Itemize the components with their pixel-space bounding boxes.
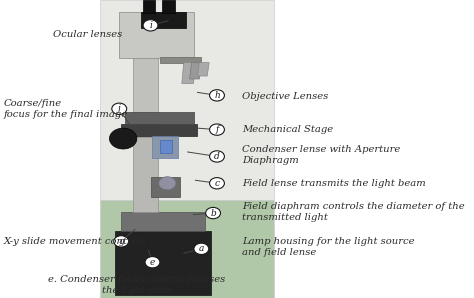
Bar [115, 231, 211, 295]
Text: Field lense transmits the light beam: Field lense transmits the light beam [242, 179, 426, 188]
Bar [153, 136, 178, 158]
Bar [162, 0, 175, 13]
Text: h: h [214, 91, 220, 100]
Circle shape [114, 236, 128, 247]
Circle shape [145, 257, 160, 268]
Circle shape [210, 90, 224, 101]
Text: c: c [215, 179, 219, 188]
Bar [119, 12, 193, 58]
Circle shape [112, 103, 127, 114]
Bar [133, 137, 158, 212]
Polygon shape [190, 63, 201, 79]
Circle shape [206, 207, 220, 219]
Text: b: b [210, 209, 216, 218]
Text: Coarse/fine
focus for the final image: Coarse/fine focus for the final image [4, 99, 128, 119]
Bar [121, 124, 198, 136]
Text: Lamp housing for the light source
and field lense: Lamp housing for the light source and fi… [242, 237, 415, 257]
Bar [125, 112, 193, 124]
Bar [160, 57, 201, 63]
Bar [100, 0, 273, 200]
Text: i: i [149, 21, 152, 30]
Text: e: e [150, 258, 155, 267]
Text: d: d [214, 152, 220, 161]
Polygon shape [198, 63, 209, 76]
Circle shape [210, 151, 224, 162]
Bar [143, 0, 155, 13]
Text: Field diaphram controls the diameter of the
transmitted light: Field diaphram controls the diameter of … [242, 201, 465, 222]
Bar [160, 140, 172, 153]
Text: j: j [118, 104, 120, 113]
Bar [151, 177, 180, 197]
Text: e. Condenser focus control focuses
the light cone: e. Condenser focus control focuses the l… [48, 274, 226, 295]
Text: f: f [215, 125, 219, 134]
Circle shape [210, 124, 224, 135]
Circle shape [109, 128, 137, 149]
Text: Condenser lense with Aperture
Diaphragm: Condenser lense with Aperture Diaphragm [242, 145, 401, 165]
Text: X-y slide movement controls: X-y slide movement controls [4, 237, 147, 246]
Text: Mechanical Stage: Mechanical Stage [242, 125, 334, 134]
Text: a: a [199, 244, 204, 253]
Text: g: g [118, 237, 124, 246]
Bar [141, 12, 186, 28]
Text: Objective Lenses: Objective Lenses [242, 92, 328, 101]
Circle shape [143, 20, 158, 31]
Circle shape [210, 178, 224, 189]
Bar [133, 57, 158, 137]
Bar [100, 200, 273, 298]
Circle shape [159, 177, 176, 190]
Text: Ocular lenses: Ocular lenses [53, 30, 122, 39]
Polygon shape [182, 63, 195, 83]
Bar [121, 212, 205, 231]
Circle shape [194, 243, 209, 254]
